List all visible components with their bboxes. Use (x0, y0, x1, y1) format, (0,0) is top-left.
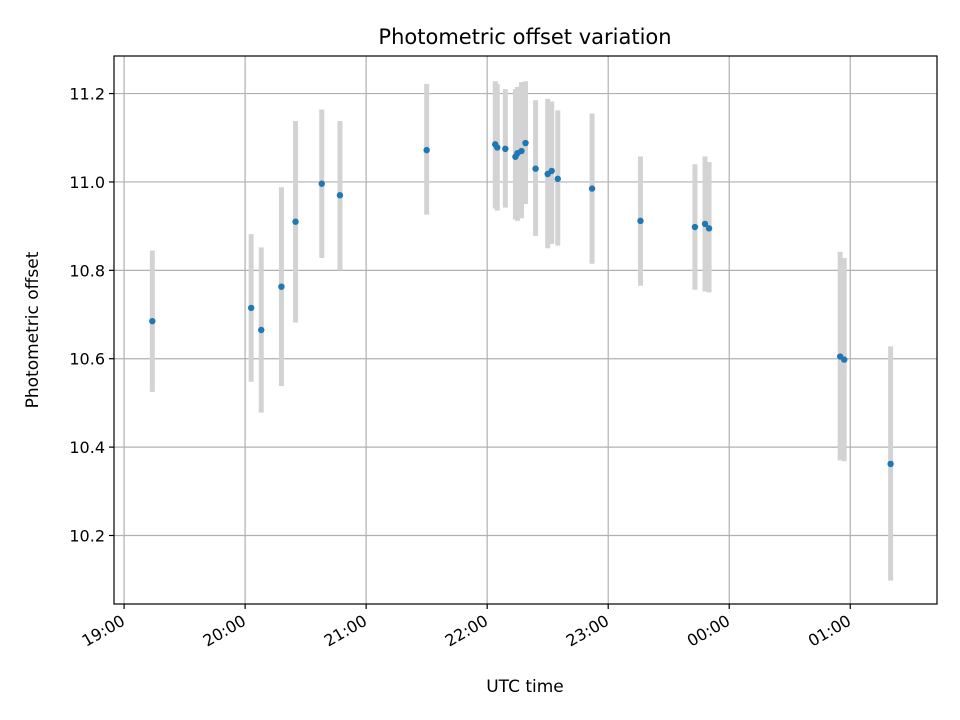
data-point (423, 146, 430, 154)
data-point (554, 175, 561, 183)
data-point (522, 139, 529, 147)
data-point (502, 145, 509, 153)
y-tick-label: 11.0 (69, 173, 105, 192)
plot-frame (113, 55, 938, 605)
data-point (705, 225, 713, 232)
data-point (278, 283, 285, 290)
data-point (292, 218, 299, 225)
data-point (691, 223, 699, 231)
data-point (841, 356, 848, 363)
data-point (318, 180, 325, 187)
data-point (701, 220, 709, 228)
y-tick-label: 10.2 (69, 527, 105, 546)
data-points (149, 139, 894, 468)
y-tick-label: 10.8 (69, 261, 105, 280)
data-point (336, 192, 344, 199)
data-point (518, 147, 525, 155)
y-tick-label: 10.4 (69, 438, 105, 457)
data-point (247, 304, 255, 312)
data-point (588, 185, 596, 192)
x-axis: 19:00 20:00 21:00 22:00 23:00 00:00 01:00 (79, 604, 854, 651)
x-axis-label: UTC time (486, 677, 564, 697)
y-tick-label: 10.6 (69, 350, 105, 369)
data-point (548, 167, 555, 175)
y-tick-label: 11.2 (69, 85, 105, 104)
data-point (532, 165, 539, 172)
data-point (887, 460, 894, 468)
data-point (494, 144, 501, 151)
y-axis: 10.2 10.4 10.6 10.8 11.0 11.2 (69, 85, 114, 546)
grid (114, 56, 937, 604)
data-point (258, 326, 265, 334)
y-axis-label: Photometric offset (23, 251, 43, 408)
data-point (637, 217, 644, 225)
chart-title: Photometric offset variation (378, 25, 671, 49)
data-point (149, 317, 156, 325)
